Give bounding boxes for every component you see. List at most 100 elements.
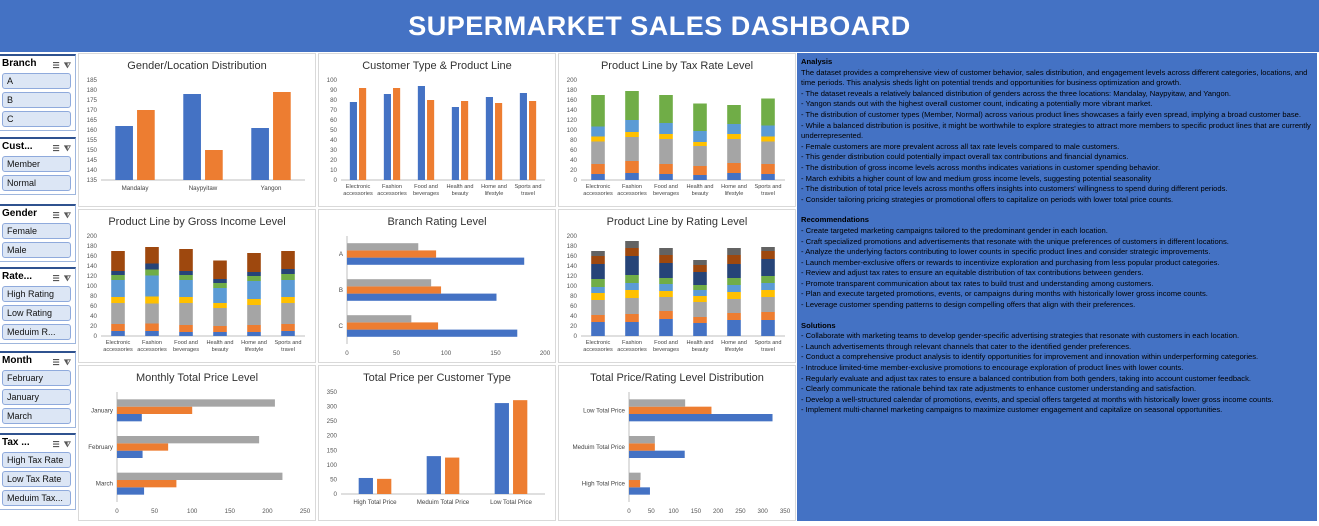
bar (659, 123, 673, 134)
slicer-item[interactable]: High Rating (2, 286, 71, 302)
chart-panel-tax-rate[interactable]: Product Line by Tax Rate Level 0 20 40 60 80 1… (558, 53, 796, 207)
category-label: A (339, 251, 344, 258)
slicer-item[interactable]: A (2, 73, 71, 89)
bar (281, 274, 295, 280)
y-tick-label: 135 (87, 177, 98, 184)
slicer-item[interactable]: Member (2, 156, 71, 172)
bar (591, 126, 605, 137)
bar (519, 93, 527, 180)
bar (625, 298, 639, 314)
bar (693, 302, 707, 317)
multi-select-icon[interactable]: ☰ (52, 144, 61, 153)
x-tick-label: 50 (151, 508, 158, 515)
y-tick-label: 100 (87, 283, 98, 290)
slicer-item[interactable]: High Tax Rate (2, 452, 71, 468)
clear-filter-icon[interactable]: ⧨ (60, 358, 72, 367)
clear-filter-icon[interactable]: ⧨ (60, 211, 72, 220)
category-label: Sports and travel (754, 184, 781, 197)
bar (761, 98, 775, 126)
slicer-item[interactable]: Male (2, 242, 71, 258)
slicer-item[interactable]: Meduim Tax... (2, 490, 71, 506)
clear-filter-icon[interactable]: ⧨ (60, 144, 72, 153)
slicer-item[interactable]: C (2, 111, 71, 127)
chart-panel-customer-product[interactable]: Customer Type & Product Line 0 10 20 30 40 50 6… (318, 53, 556, 207)
bar (629, 443, 655, 451)
bar (591, 164, 605, 174)
category-label: Health and beauty (446, 184, 473, 197)
chart-panel-gender-location[interactable]: Gender/Location Distribution 135 140 145 150… (78, 53, 316, 207)
y-tick-label: 180 (87, 243, 98, 250)
y-tick-label: 100 (567, 127, 578, 134)
bar (529, 101, 537, 180)
y-tick-label: 0 (94, 333, 98, 340)
y-tick-label: 140 (87, 167, 98, 174)
slicer-item[interactable]: Low Rating (2, 305, 71, 321)
bar (247, 332, 261, 336)
chart-title: Monthly Total Price Level (135, 372, 259, 384)
chart-panel-branch-rating[interactable]: Branch Rating Level 0 50 100 150 200 A B C (318, 209, 556, 363)
chart-panel-rating-level[interactable]: Product Line by Rating Level 0 20 40 60 80 100… (558, 209, 796, 363)
x-tick-label: 50 (393, 350, 400, 357)
slicer-item[interactable]: Normal (2, 175, 71, 191)
slicer-item[interactable]: Low Tax Rate (2, 471, 71, 487)
multi-select-icon[interactable]: ☰ (52, 358, 61, 367)
slicer-item[interactable]: February (2, 370, 71, 386)
bar (625, 137, 639, 161)
bar (111, 271, 125, 275)
bar (629, 399, 686, 407)
bar (281, 303, 295, 324)
slicer-item[interactable]: B (2, 92, 71, 108)
bar (461, 101, 469, 180)
clear-filter-icon[interactable]: ⧨ (60, 274, 72, 283)
clear-filter-icon[interactable]: ⧨ (60, 440, 72, 449)
y-tick-label: 20 (570, 323, 577, 330)
recommendation-line: - Analyze the underlying factors contrib… (801, 247, 1211, 257)
bar (625, 283, 639, 290)
clear-filter-icon[interactable]: ⧨ (60, 61, 72, 70)
y-tick-label: 100 (327, 77, 338, 84)
category-label: Home and lifestyle (721, 340, 747, 353)
bar (495, 103, 503, 180)
bar (625, 241, 639, 248)
bar (727, 173, 741, 180)
chart-svg: 0 20 40 60 80 100 120 140 160 180 200 Electronic acc… (567, 77, 785, 197)
bar (625, 132, 639, 137)
category-label: Fashion accessories (617, 184, 647, 197)
bar (591, 256, 605, 264)
slicer-title: Rate... (2, 271, 33, 282)
multi-select-icon[interactable]: ☰ (52, 440, 61, 449)
slicer-item[interactable]: Meduim R... (2, 324, 71, 340)
bar (137, 110, 155, 180)
slicer-item[interactable]: March (2, 408, 71, 424)
bar (591, 279, 605, 287)
bar (347, 279, 432, 287)
y-tick-label: 160 (87, 253, 98, 260)
bar (145, 303, 159, 324)
analysis-line: - Consider tailoring pricing strategies … (801, 194, 1174, 204)
bar (445, 457, 460, 494)
bar (659, 278, 673, 284)
bar (591, 174, 605, 180)
y-tick-label: 30 (330, 147, 337, 154)
bar (247, 299, 261, 305)
chart-panel-price-rating[interactable]: Total Price/Rating Level Distribution 0 50… (558, 365, 796, 521)
bar (179, 325, 193, 332)
chart-panel-gross-income[interactable]: Product Line by Gross Income Level 0 20 40 6… (78, 209, 316, 363)
chart-panel-monthly-price[interactable]: Monthly Total Price Level 0 50 100 150 200 250… (78, 365, 316, 521)
slicer-item[interactable]: Female (2, 223, 71, 239)
category-label: Sports and travel (754, 340, 781, 353)
bar (659, 291, 673, 297)
slicer-item[interactable]: January (2, 389, 71, 405)
bar (111, 331, 125, 336)
chart-panel-price-customer[interactable]: Total Price per Customer Type 0 50 100 150 20… (318, 365, 556, 521)
recommendations-heading: Recommendations (801, 215, 869, 225)
multi-select-icon[interactable]: ☰ (52, 61, 61, 70)
category-label: February (88, 444, 114, 451)
solution-line: - Develop a well-structured calendar of … (801, 394, 1274, 404)
bar (179, 275, 193, 280)
multi-select-icon[interactable]: ☰ (52, 211, 61, 220)
bar (629, 487, 650, 495)
multi-select-icon[interactable]: ☰ (52, 274, 61, 283)
y-tick-label: 40 (90, 313, 97, 320)
bar (727, 255, 741, 264)
